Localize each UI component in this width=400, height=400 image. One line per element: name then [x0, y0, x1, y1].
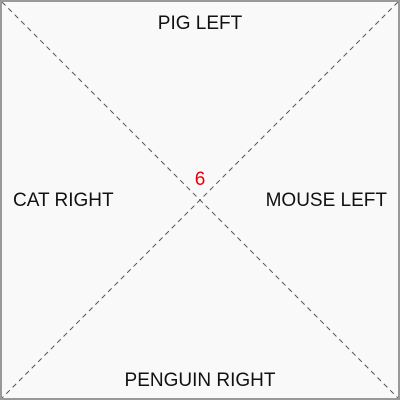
zone-label-bottom[interactable]: PENGUIN RIGHT	[124, 370, 276, 391]
zone-label-left[interactable]: CAT RIGHT	[13, 190, 114, 211]
center-number: 6	[194, 169, 206, 190]
zone-label-right[interactable]: MOUSE LEFT	[265, 190, 387, 211]
zone-label-top[interactable]: PIG LEFT	[157, 13, 243, 34]
